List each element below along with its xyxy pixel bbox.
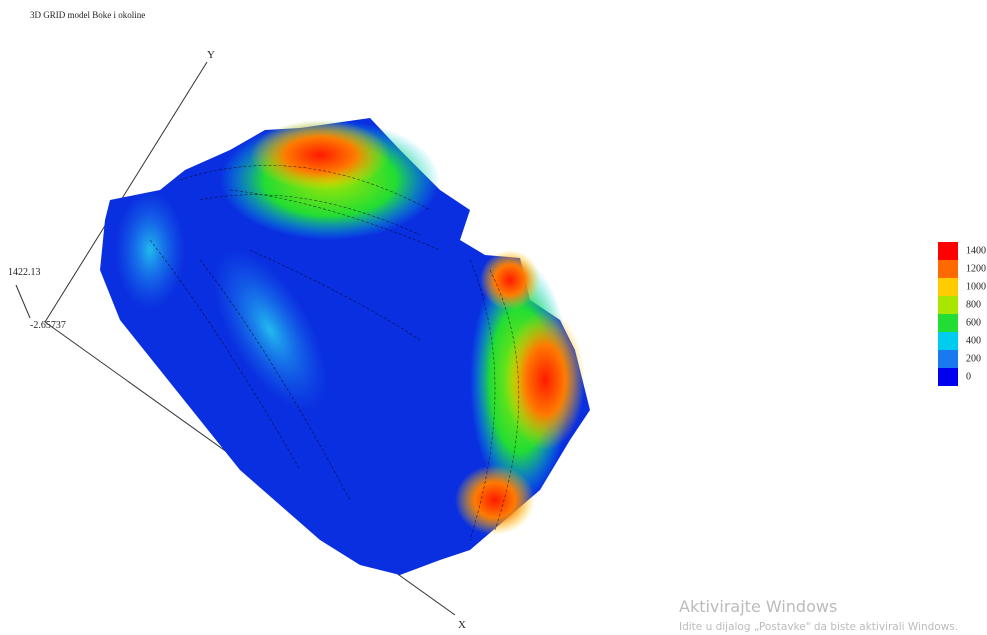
legend-swatch (938, 350, 958, 368)
title: 3D GRID model Boke i okoline (30, 10, 145, 20)
z-axis (16, 285, 30, 318)
legend-label: 1000 (966, 281, 986, 292)
legend-label: 200 (966, 353, 981, 364)
y-axis-label: Y (207, 49, 215, 61)
legend-label: 1400 (966, 245, 986, 256)
legend: 1400 1200 1000 800 600 400 200 0 (938, 242, 986, 386)
legend-swatch (938, 332, 958, 350)
watermark-title: Aktivirajte Windows (679, 597, 837, 616)
legend-swatch (938, 296, 958, 314)
legend-label: 600 (966, 317, 981, 328)
viewer: 3D GRID model Boke i okoline Y X 1422.13… (0, 0, 987, 635)
scene: 3D GRID model Boke i okoline Y X 1422.13… (0, 0, 987, 635)
legend-swatch (938, 368, 958, 386)
legend-swatch (938, 242, 958, 260)
legend-swatch (938, 278, 958, 296)
legend-label: 400 (966, 335, 981, 346)
legend-label: 800 (966, 299, 981, 310)
legend-swatch (938, 314, 958, 332)
z-min-label: -2.65737 (30, 320, 66, 331)
x-axis-label: X (458, 619, 466, 631)
z-max-label: 1422.13 (8, 267, 41, 278)
legend-label: 0 (966, 371, 971, 382)
legend-label: 1200 (966, 263, 986, 274)
legend-swatch (938, 260, 958, 278)
watermark-text: Idite u dijalog „Postavke" da biste akti… (679, 621, 958, 633)
terrain (100, 118, 590, 575)
